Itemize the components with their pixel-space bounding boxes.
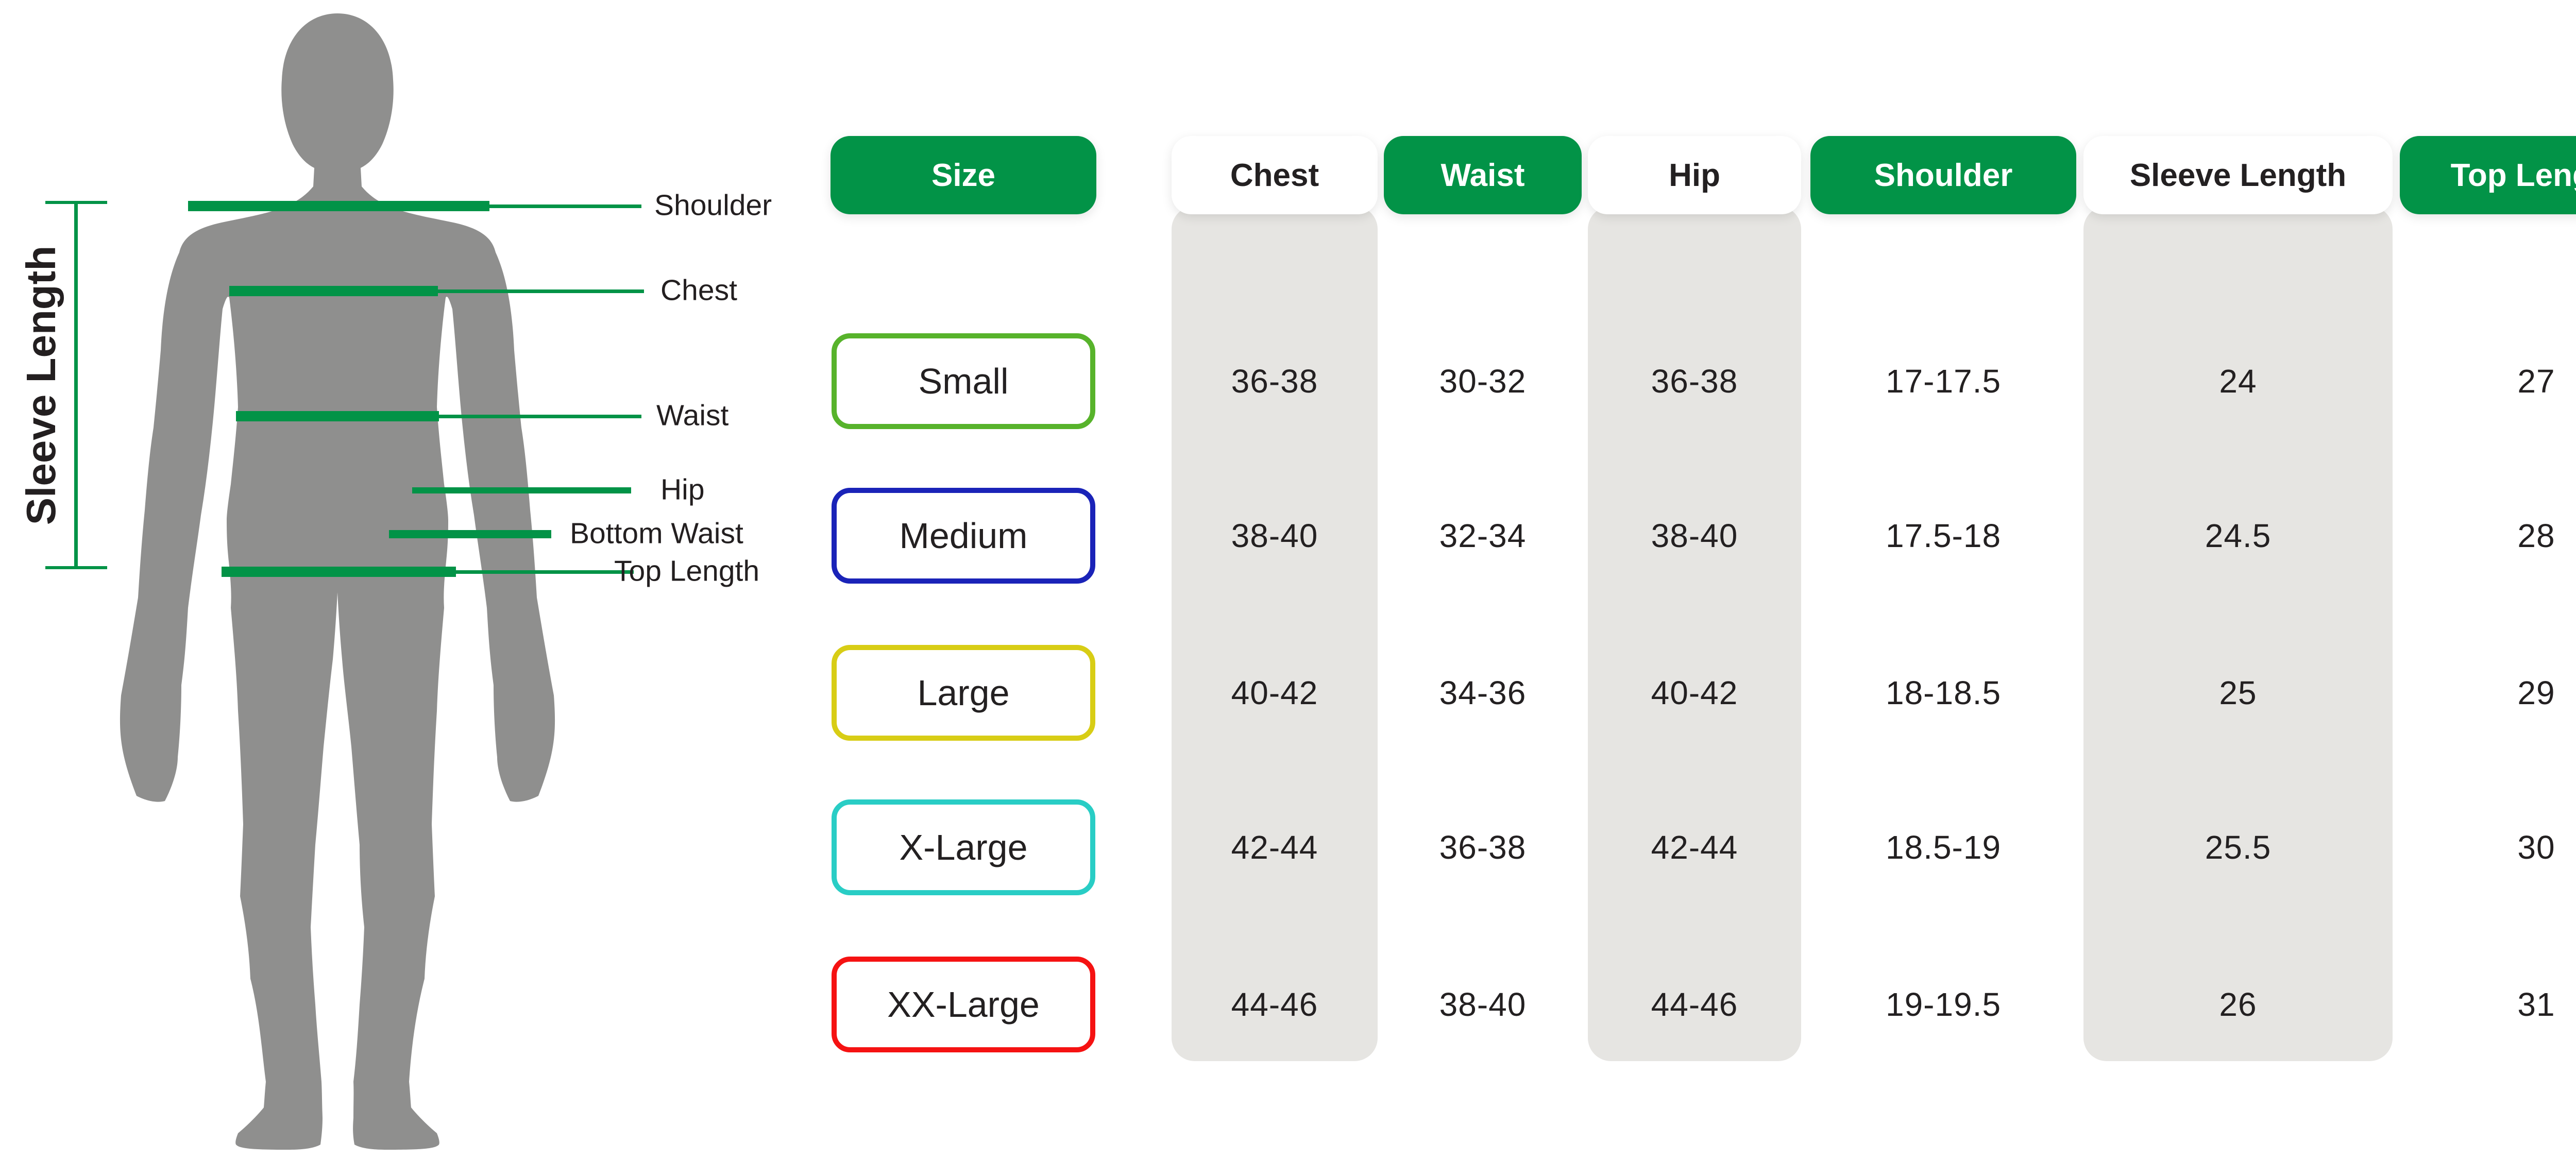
sleeve-length-column-header: Sleeve Length: [2083, 136, 2393, 214]
top-length-line: [222, 567, 456, 577]
chest-label: Chest: [660, 274, 737, 307]
sleeve-length-column-background: [2083, 206, 2393, 1061]
hip-value: 38-40: [1651, 517, 1738, 554]
shoulder-line-extension: [489, 204, 641, 208]
shoulder-value: 18-18.5: [1885, 674, 2002, 711]
hip-value: 40-42: [1651, 674, 1738, 711]
size-button-medium[interactable]: Medium: [832, 488, 1095, 584]
hip-value: 44-46: [1651, 986, 1738, 1023]
size-column: Size Small Medium Large X-Large XX-Large: [831, 0, 1096, 1159]
hip-column-background: [1588, 206, 1801, 1061]
body-measurement-diagram: [45, 13, 644, 1150]
waist-column: Waist 30-32 32-34 34-36 36-38 38-40: [1384, 0, 1582, 1159]
shoulder-value: 17-17.5: [1885, 363, 2002, 400]
sleeve-length-column: Sleeve Length 24 24.5 25 25.5 26: [2083, 0, 2393, 1159]
hip-column-header: Hip: [1588, 136, 1801, 214]
size-button-large[interactable]: Large: [832, 645, 1095, 741]
chest-line-extension: [438, 289, 644, 293]
chest-value: 42-44: [1231, 829, 1318, 866]
chest-value: 44-46: [1231, 986, 1318, 1023]
chest-value: 38-40: [1231, 517, 1318, 554]
shoulder-column-header: Shoulder: [1810, 136, 2076, 214]
shoulder-label: Shoulder: [654, 189, 772, 222]
waist-value: 30-32: [1439, 363, 1527, 400]
sleeve-bracket-line: [74, 201, 78, 569]
hip-label: Hip: [660, 473, 705, 506]
top-length-value: 30: [2517, 829, 2555, 866]
top-length-value: 27: [2517, 363, 2555, 400]
sleeve-length-value: 25: [2219, 674, 2257, 711]
waist-value: 38-40: [1439, 986, 1527, 1023]
bottom-waist-line: [389, 530, 551, 538]
sleeve-length-value: 24: [2219, 363, 2257, 400]
sleeve-bracket-top-cap: [45, 201, 107, 204]
top-length-value: 29: [2517, 674, 2555, 711]
chest-value: 40-42: [1231, 674, 1318, 711]
waist-value: 34-36: [1439, 674, 1527, 711]
sleeve-length-value: 26: [2219, 986, 2257, 1023]
sleeve-length-value: 24.5: [2205, 517, 2272, 554]
sleeve-bracket-bottom-cap: [45, 566, 107, 569]
size-button-small[interactable]: Small: [832, 333, 1095, 429]
hip-value: 36-38: [1651, 363, 1738, 400]
sleeve-length-vertical-label: Sleeve Length: [18, 245, 64, 525]
shoulder-column: Shoulder 17-17.5 17.5-18 18-18.5 18.5-19…: [1810, 0, 2076, 1159]
top-length-column-header: Top Length: [2400, 136, 2576, 214]
shoulder-value: 18.5-19: [1885, 829, 2002, 866]
top-length-value: 28: [2517, 517, 2555, 554]
waist-line-extension: [439, 415, 641, 418]
waist-value: 36-38: [1439, 829, 1527, 866]
size-button-xx-large[interactable]: XX-Large: [832, 957, 1095, 1052]
waist-value: 32-34: [1439, 517, 1527, 554]
shoulder-value: 17.5-18: [1885, 517, 2002, 554]
chest-column: Chest 36-38 38-40 40-42 42-44 44-46: [1172, 0, 1378, 1159]
chest-column-header: Chest: [1172, 136, 1378, 214]
size-column-header: Size: [831, 136, 1096, 214]
chest-value: 36-38: [1231, 363, 1318, 400]
hip-line: [412, 487, 631, 493]
chest-column-background: [1172, 206, 1378, 1061]
top-length-value: 31: [2517, 986, 2555, 1023]
sleeve-length-value: 25.5: [2205, 829, 2272, 866]
chest-line: [229, 286, 438, 296]
hip-column: Hip 36-38 38-40 40-42 42-44 44-46: [1588, 0, 1801, 1159]
waist-column-header: Waist: [1384, 136, 1582, 214]
bottom-waist-label: Bottom Waist: [570, 517, 743, 550]
size-button-x-large[interactable]: X-Large: [832, 799, 1095, 895]
top-length-column: Top Length 27 28 29 30 31: [2400, 0, 2576, 1159]
shoulder-line: [188, 201, 489, 211]
hip-value: 42-44: [1651, 829, 1738, 866]
waist-line: [236, 411, 439, 421]
shoulder-value: 19-19.5: [1885, 986, 2002, 1023]
body-silhouette: [120, 13, 555, 1150]
top-length-label: Top Length: [614, 554, 760, 588]
waist-label: Waist: [656, 399, 729, 432]
top-length-line-extension: [456, 570, 634, 574]
